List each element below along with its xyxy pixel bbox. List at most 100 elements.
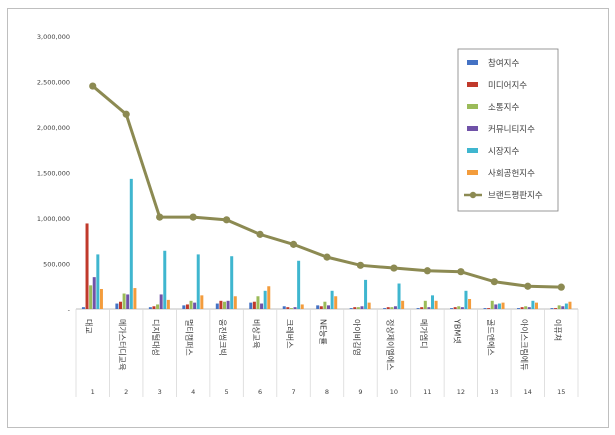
bar (81, 307, 85, 309)
bar (450, 308, 454, 309)
line-point (122, 110, 130, 118)
bar (219, 300, 223, 309)
bar (501, 302, 505, 309)
x-category-label: 골드앤에스 (486, 319, 496, 356)
chart-frame: - 500,000 1,000,000 1,500,000 2,000,000 2,500… (7, 8, 609, 428)
x-category-label: 대교 (84, 319, 93, 334)
bar (260, 303, 264, 309)
line-point (289, 240, 298, 248)
legend-label: 시장지수 (488, 146, 519, 157)
legend-label: 사회공헌지수 (488, 169, 535, 179)
x-category-label: 아이비김영 (352, 319, 362, 356)
bar (460, 307, 464, 309)
x-rank-label: 7 (291, 388, 295, 396)
x-category-label: 메가엠디 (419, 319, 429, 348)
bar (517, 308, 520, 309)
bar (564, 303, 568, 309)
bar (286, 307, 290, 309)
y-tick-label: 2,500,000 (37, 79, 70, 87)
x-rank-label: 2 (124, 388, 128, 396)
bar (550, 308, 554, 309)
bar (487, 308, 491, 309)
bar (520, 307, 524, 309)
bar (289, 308, 293, 309)
bar (319, 306, 323, 309)
x-rank-label: 3 (158, 388, 162, 396)
bar (163, 250, 167, 309)
bar (527, 307, 531, 309)
y-tick-label: 3,000,000 (37, 33, 70, 41)
bar (126, 294, 130, 309)
legend-marker (469, 191, 477, 199)
bar (364, 279, 368, 309)
bar (249, 302, 253, 309)
x-category-label: 웅진씽크빅 (218, 319, 228, 356)
bar (156, 304, 160, 309)
line-point (490, 278, 498, 286)
bar (386, 307, 390, 309)
bar (200, 295, 204, 309)
line-point (356, 261, 365, 269)
legend-swatch (467, 170, 478, 175)
bar (360, 306, 364, 309)
bar (233, 296, 237, 309)
legend-label: 참여지수 (488, 58, 519, 69)
bar (497, 303, 501, 309)
bar (122, 293, 126, 309)
x-category-label: 정상제이엘에스 (385, 319, 395, 371)
bar (99, 288, 103, 309)
bar (226, 300, 230, 309)
bar (349, 308, 353, 309)
bar (193, 302, 197, 309)
y-tick-label: - (68, 306, 71, 314)
x-rank-label: 10 (390, 388, 398, 396)
bar (119, 301, 122, 309)
bar (468, 298, 472, 309)
y-tick-label: 2,000,000 (37, 124, 70, 132)
bar (263, 290, 267, 309)
bar (166, 299, 170, 309)
legend-label: 브랜드평판지수 (488, 190, 543, 201)
x-category-label: 이퓨쳐 (553, 319, 563, 341)
bar (230, 256, 234, 309)
bar (223, 301, 226, 309)
line-point (524, 282, 532, 290)
x-category-label: 비상교육 (252, 319, 262, 348)
bar (531, 300, 535, 309)
bar (401, 300, 405, 309)
x-rank-label: 8 (325, 388, 329, 396)
x-category-label: 메가스터디교육 (118, 319, 127, 371)
chart-canvas: - 500,000 1,000,000 1,500,000 2,000,000 2,500… (37, 33, 579, 397)
line-point (457, 268, 465, 276)
x-rank-label: 12 (457, 388, 465, 396)
x-rank-label: 1 (91, 388, 95, 396)
bar (96, 254, 100, 309)
x-rank-label: 9 (358, 388, 362, 396)
bar (490, 300, 494, 309)
bar (327, 305, 330, 309)
bar (416, 308, 420, 309)
x-category-label: YBM넷 (452, 318, 461, 344)
bar (334, 296, 338, 309)
bar (535, 302, 538, 309)
bar (316, 305, 320, 309)
x-rank-label: 6 (258, 388, 262, 396)
bar (267, 286, 271, 309)
x-category-label: NE능률 (319, 319, 328, 345)
bar (196, 254, 200, 309)
bar (133, 288, 137, 309)
bar (152, 306, 156, 309)
x-rank-label: 4 (191, 388, 195, 396)
bar (297, 260, 301, 309)
line-series-group (89, 82, 565, 291)
x-category-label: 아이스크림에듀 (519, 319, 529, 371)
bar (148, 307, 152, 309)
bar (182, 305, 186, 309)
x-rank-label: 5 (225, 388, 229, 396)
line-point (557, 283, 565, 291)
bar (427, 307, 431, 309)
bar (494, 304, 498, 309)
x-category-label: 멀티캠퍼스 (185, 319, 195, 356)
line-point (223, 216, 231, 224)
bar (434, 300, 438, 309)
